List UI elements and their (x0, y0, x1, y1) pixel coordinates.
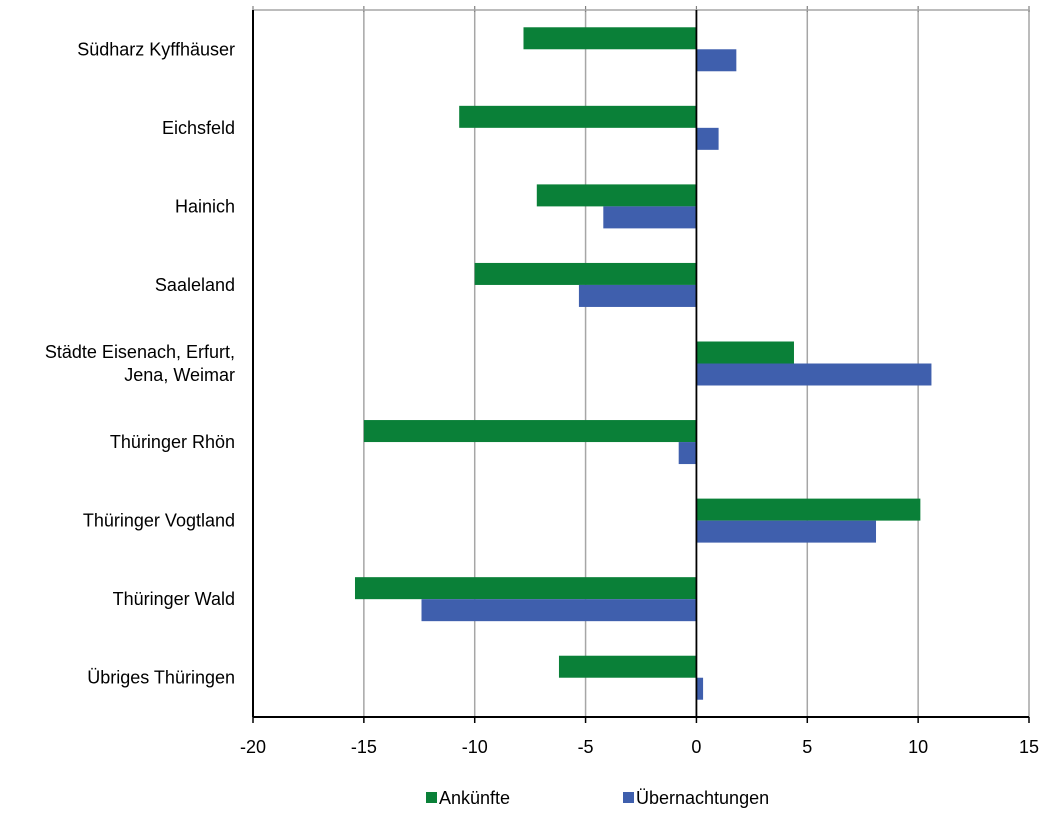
bar-uebernachtungen (696, 677, 704, 700)
x-tick-label: -10 (462, 737, 488, 757)
bar-uebernachtungen (603, 206, 697, 229)
axes (252, 10, 1030, 723)
tick-labels: -20 -15 -10 -5 0 5 10 15 (240, 737, 1039, 757)
legend-label: Ankünfte (439, 788, 510, 808)
x-tick-label: 15 (1019, 737, 1039, 757)
legend-swatch (623, 792, 634, 803)
category-label: Thüringer Rhön (110, 432, 235, 452)
category-label: Thüringer Vogtland (83, 511, 235, 531)
x-tick-label: -15 (351, 737, 377, 757)
x-tick-label: -20 (240, 737, 266, 757)
bar-ankuenfte (536, 184, 697, 207)
bar-ankuenfte (459, 105, 697, 128)
legend: Ankünfte Übernachtungen (426, 788, 769, 808)
category-label: Thüringer Wald (113, 589, 235, 609)
bar-ankuenfte (696, 341, 794, 364)
category-label: Städte Eisenach, Erfurt, (45, 342, 235, 362)
x-tick-label: 10 (908, 737, 928, 757)
x-tick-label: 0 (691, 737, 701, 757)
legend-label: Übernachtungen (636, 788, 769, 808)
category-label: Saaleland (155, 275, 235, 295)
bars (354, 27, 932, 700)
x-tick-label: -5 (578, 737, 594, 757)
category-label: Südharz Kyffhäuser (77, 39, 235, 59)
bar-uebernachtungen (421, 599, 697, 622)
category-label: Eichsfeld (162, 118, 235, 138)
bar-ankuenfte (558, 655, 697, 678)
bar-uebernachtungen (696, 363, 932, 386)
bar-ankuenfte (523, 27, 697, 50)
bar-ankuenfte (696, 498, 921, 521)
bar-ankuenfte (354, 577, 697, 600)
bar-ankuenfte (363, 420, 697, 443)
category-label: Hainich (175, 196, 235, 216)
bar-uebernachtungen (678, 442, 697, 465)
category-labels: Südharz Kyffhäuser Eichsfeld Hainich Saalel… (45, 39, 235, 687)
bar-uebernachtungen (696, 520, 877, 543)
legend-swatch (426, 792, 437, 803)
x-tick-label: 5 (802, 737, 812, 757)
bar-uebernachtungen (696, 49, 737, 72)
bar-ankuenfte (474, 262, 697, 285)
category-label: Jena, Weimar (124, 365, 235, 385)
bar-uebernachtungen (696, 127, 719, 150)
bar-uebernachtungen (578, 284, 697, 307)
category-label: Übriges Thüringen (87, 668, 235, 688)
